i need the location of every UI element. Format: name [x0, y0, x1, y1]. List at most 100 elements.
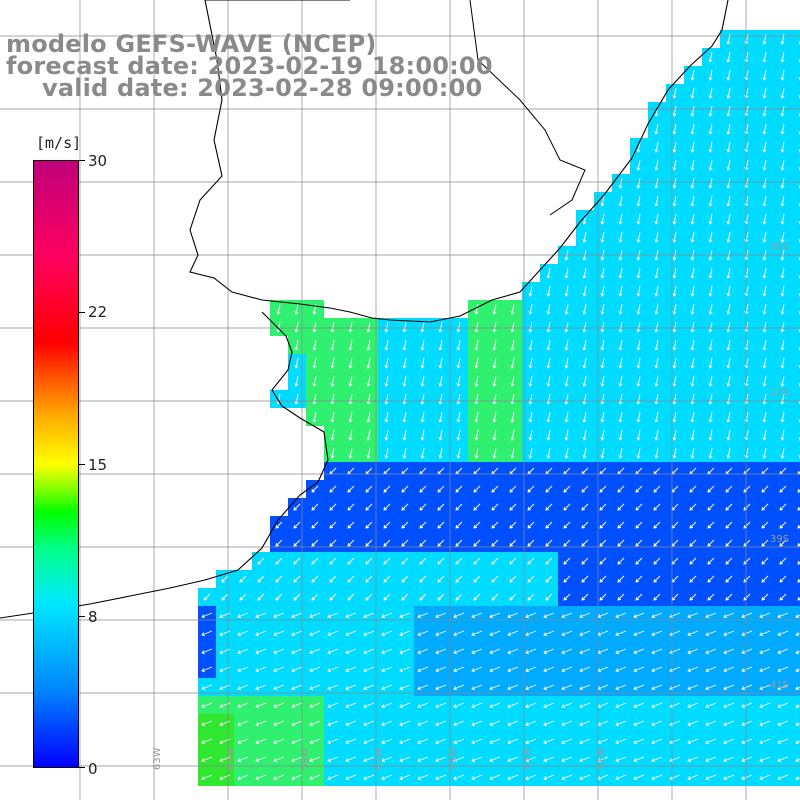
wind-arrow: [761, 503, 769, 511]
wind-arrow: [690, 105, 695, 117]
wind-arrow: [795, 740, 800, 745]
wind-cell: [792, 552, 800, 570]
wind-arrow: [563, 575, 571, 583]
wind-arrow: [654, 357, 659, 369]
wind-arrow: [725, 575, 733, 583]
wind-arrow: [474, 357, 479, 369]
wind-arrow: [437, 485, 445, 493]
wind-arrow: [618, 429, 623, 441]
wind-arrow: [528, 303, 533, 315]
wind-arrow: [726, 429, 731, 441]
wind-arrow: [438, 321, 443, 333]
wind-arrow: [798, 455, 800, 459]
wind-arrow: [708, 411, 713, 423]
wind-arrow: [690, 375, 695, 387]
wind-arrow: [636, 141, 641, 153]
wind-arrow: [275, 521, 283, 529]
wind-arrow: [563, 539, 571, 547]
wind-arrow: [654, 393, 659, 405]
wind-arrow: [780, 285, 785, 297]
wind-arrow: [798, 203, 800, 207]
wind-arrow: [633, 612, 645, 619]
longitude-label: 59W: [300, 747, 311, 770]
wind-arrow: [708, 123, 713, 135]
wind-arrow: [438, 339, 443, 351]
wind-arrow: [582, 267, 587, 279]
wind-arrow: [417, 738, 429, 745]
wind-arrow: [489, 612, 501, 619]
wind-arrow: [615, 774, 627, 781]
wind-arrow: [672, 393, 677, 405]
wind-arrow: [255, 612, 267, 619]
wind-arrow: [726, 303, 731, 315]
wind-arrow: [507, 648, 519, 655]
wind-arrow: [381, 612, 393, 619]
wind-arrow: [690, 267, 695, 279]
wind-arrow: [672, 87, 677, 99]
wind-arrow: [309, 738, 321, 745]
wind-arrow: [510, 393, 515, 405]
wind-arrow: [435, 630, 447, 637]
wind-arrow: [654, 447, 659, 459]
wind-arrow: [399, 630, 411, 637]
wind-arrow: [237, 756, 249, 763]
wind-arrow: [741, 648, 753, 655]
wind-arrow: [473, 503, 481, 511]
wind-arrow: [381, 630, 393, 637]
wind-arrow: [618, 447, 623, 459]
wind-arrow: [708, 231, 713, 243]
wind-arrow: [291, 738, 303, 745]
wind-arrow: [329, 575, 337, 583]
wind-arrow: [564, 447, 569, 459]
wind-arrow: [545, 539, 553, 547]
wind-arrow: [291, 612, 303, 619]
wind-arrow: [528, 285, 533, 297]
wind-arrow: [672, 321, 677, 333]
wind-arrow: [546, 447, 551, 459]
wind-arrow: [726, 231, 731, 243]
wind-arrow: [561, 666, 573, 673]
wind-arrow: [492, 375, 497, 387]
wind-arrow: [383, 503, 391, 511]
wind-arrow: [327, 720, 339, 727]
wind-arrow: [419, 485, 427, 493]
wind-arrow: [651, 756, 663, 763]
wind-arrow: [726, 69, 731, 81]
wind-cell: [792, 408, 800, 426]
wind-arrow: [543, 756, 555, 763]
wind-arrow: [798, 131, 800, 135]
wind-arrow: [689, 503, 697, 511]
wind-arrow: [690, 231, 695, 243]
wind-arrow: [759, 738, 771, 745]
wind-arrow: [543, 720, 555, 727]
wind-arrow: [402, 375, 407, 387]
wind-arrow: [492, 429, 497, 441]
wind-arrow: [798, 293, 800, 297]
wind-arrow: [798, 401, 800, 405]
wind-arrow: [705, 684, 717, 691]
wind-arrow: [726, 213, 731, 225]
wind-arrow: [708, 105, 713, 117]
wind-arrow: [798, 41, 800, 45]
wind-arrow: [599, 503, 607, 511]
wind-arrow: [546, 267, 551, 279]
wind-arrow: [579, 738, 591, 745]
wind-arrow: [762, 177, 767, 189]
wind-arrow: [636, 231, 641, 243]
wind-cell: [792, 732, 800, 750]
wind-arrow: [599, 485, 607, 493]
wind-arrow: [654, 231, 659, 243]
wind-arrow: [456, 411, 461, 423]
wind-arrow: [762, 285, 767, 297]
wind-arrow: [672, 447, 677, 459]
wind-arrow: [672, 105, 677, 117]
wind-arrow: [471, 720, 483, 727]
colorbar-tick-22: 22: [88, 303, 108, 321]
wind-arrow: [780, 123, 785, 135]
wind-arrow: [600, 231, 605, 243]
wind-arrow: [707, 557, 715, 565]
wind-cell: [792, 120, 800, 138]
wind-arrow: [672, 195, 677, 207]
wind-arrow: [762, 267, 767, 279]
wind-arrow: [635, 485, 643, 493]
